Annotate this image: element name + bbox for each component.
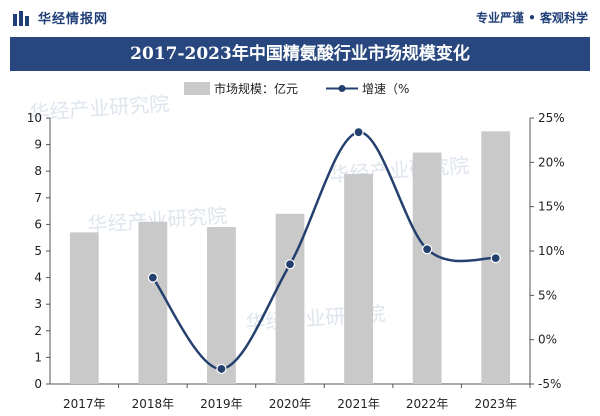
bar	[412, 152, 442, 384]
brand: 华经情报网	[12, 8, 108, 27]
right-tick-label: 25%	[538, 111, 565, 125]
slogan: 专业严谨 • 客观科学	[475, 11, 588, 25]
bar	[69, 232, 99, 384]
x-tick-label: 2022年	[406, 397, 449, 411]
right-tick-label: -5%	[538, 377, 561, 391]
left-tick-label: 5	[34, 244, 42, 258]
left-tick-label: 4	[34, 271, 42, 285]
x-tick-label: 2023年	[474, 397, 517, 411]
bar	[207, 227, 236, 384]
left-tick-label: 2	[34, 324, 42, 338]
left-tick-label: 1	[34, 350, 42, 364]
growth-point	[490, 252, 501, 264]
right-tick-label: 10%	[538, 244, 565, 258]
bar-logo-icon	[13, 10, 29, 26]
growth-point	[353, 127, 364, 138]
bar	[344, 173, 373, 384]
left-tick-label: 0	[34, 377, 42, 391]
left-tick-label: 6	[34, 217, 42, 231]
right-tick-label: 0%	[538, 333, 557, 347]
x-tick-label: 2021年	[337, 397, 380, 411]
left-tick-label: 9	[34, 138, 42, 152]
bar	[138, 221, 168, 384]
title-bar: 2017-2023年中国精氨酸行业市场规模变化	[10, 37, 590, 71]
legend-bar-swatch	[184, 82, 210, 95]
left-tick-label: 8	[34, 164, 42, 178]
right-tick-label: 15%	[538, 200, 565, 214]
legend-bar-label: 市场规模：亿元	[214, 81, 298, 96]
left-tick-label: 3	[34, 297, 42, 311]
growth-point	[147, 272, 158, 283]
bar	[275, 213, 305, 384]
x-tick-label: 2018年	[132, 397, 175, 411]
x-tick-label: 2019年	[200, 397, 243, 411]
left-tick-label: 7	[34, 191, 42, 205]
growth-point	[284, 259, 296, 270]
growth-point	[422, 244, 433, 255]
left-tick-label: 10	[27, 111, 42, 125]
right-tick-label: 5%	[538, 288, 557, 302]
x-tick-label: 2017年	[63, 397, 106, 411]
top-bar: 华经情报网 专业严谨 • 客观科学	[0, 0, 600, 34]
right-tick-label: 20%	[538, 155, 565, 169]
chart-title: 2017-2023年中国精氨酸行业市场规模变化	[130, 44, 470, 64]
x-tick-label: 2020年	[269, 397, 312, 411]
brand-name: 华经情报网	[38, 12, 109, 27]
legend-line-marker	[338, 85, 346, 92]
legend-line-label: 增速（%	[362, 82, 409, 96]
growth-point	[216, 363, 227, 375]
